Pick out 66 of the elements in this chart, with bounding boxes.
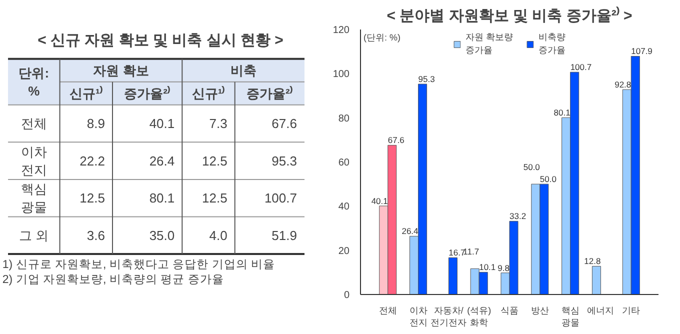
legend-label: 비축량 증가율 bbox=[538, 31, 566, 57]
data-label: 50.0 bbox=[523, 162, 540, 172]
text: < 신규 자원 확보 및 비축 실시 현황 > bbox=[38, 32, 284, 50]
text: 4.0 bbox=[209, 228, 228, 243]
text: 자원 확보 bbox=[93, 62, 149, 78]
text: 전체 bbox=[20, 116, 47, 132]
text: 단위: % bbox=[18, 65, 50, 98]
text: 1) 신규로 자원확보, 비축했다고 응답한 기업의 비율 bbox=[2, 258, 275, 272]
data-label: 92.8 bbox=[614, 80, 632, 90]
text: 신규¹⁾ bbox=[192, 84, 226, 101]
data-label: 33.2 bbox=[510, 211, 526, 222]
x-tick-label: 에너지 bbox=[587, 306, 614, 316]
y-tick-label: 120 bbox=[332, 25, 350, 36]
bar bbox=[592, 266, 601, 294]
text: 신규¹⁾ bbox=[69, 84, 103, 101]
x-tick-label: 기타 bbox=[622, 306, 640, 316]
y-tick-label: 40 bbox=[338, 202, 350, 213]
x-tick-label: 이차 전지 bbox=[409, 306, 428, 328]
y-tick-label: 60 bbox=[338, 158, 350, 168]
data-label: 107.9 bbox=[631, 46, 653, 56]
annotation: (단위: %) bbox=[364, 32, 401, 42]
text: 12.5 bbox=[202, 153, 228, 168]
text: 이차 전지 bbox=[20, 144, 47, 178]
x-tick-label: (석유) 화학 bbox=[467, 306, 492, 328]
bar bbox=[448, 257, 458, 294]
legend-label: 자원 확보량 증가율 bbox=[466, 31, 514, 57]
text: 40.1 bbox=[149, 116, 175, 132]
chart-title: < 분야별 자원확보 및 비축 증가율²⁾ > bbox=[386, 6, 632, 24]
text: 100.7 bbox=[264, 190, 297, 206]
y-tick-label: 0 bbox=[344, 290, 350, 301]
x-tick-label: 전체 bbox=[378, 306, 397, 316]
text: 35.0 bbox=[149, 228, 175, 243]
text: 증가율²⁾ bbox=[124, 84, 171, 101]
text: 증가율²⁾ bbox=[246, 84, 293, 101]
y-tick-label: 20 bbox=[338, 246, 350, 257]
data-label: 95.3 bbox=[418, 74, 436, 84]
x-tick-label: 핵심 광물 bbox=[561, 306, 580, 328]
data-label: 9.8 bbox=[498, 262, 510, 273]
text: 비축 bbox=[230, 62, 256, 78]
data-label: 40.1 bbox=[371, 196, 388, 206]
text: 51.9 bbox=[272, 228, 297, 243]
text: 80.1 bbox=[149, 190, 175, 206]
text: 12.5 bbox=[202, 190, 228, 206]
text: 7.3 bbox=[209, 116, 228, 132]
text: 핵심 광물 bbox=[20, 182, 47, 215]
text: 12.5 bbox=[80, 190, 105, 206]
x-tick-label: 식품 bbox=[500, 306, 518, 316]
y-tick-label: 100 bbox=[332, 69, 350, 80]
text: 그 외 bbox=[19, 228, 49, 243]
data-label: 10.1 bbox=[479, 262, 496, 272]
x-tick-label: 자동차/ 전기전자 bbox=[430, 306, 467, 328]
data-label: 67.6 bbox=[388, 135, 405, 146]
data-label: 80.1 bbox=[554, 108, 571, 118]
x-tick-label: 방산 bbox=[530, 306, 549, 316]
text: 2) 기업 자원확보량, 비축량의 평균 증가율 bbox=[2, 273, 224, 286]
data-label: 26.4 bbox=[402, 226, 419, 236]
data-label: 100.7 bbox=[570, 62, 592, 72]
text: 95.3 bbox=[272, 153, 297, 168]
text: 22.2 bbox=[80, 153, 105, 168]
text: 67.6 bbox=[272, 116, 297, 132]
text: 3.6 bbox=[86, 228, 105, 243]
text: 8.9 bbox=[86, 116, 105, 132]
text: 26.4 bbox=[149, 153, 175, 168]
data-label: 50.0 bbox=[540, 174, 557, 184]
data-label: 12.8 bbox=[584, 256, 601, 266]
y-tick-label: 80 bbox=[338, 113, 350, 124]
